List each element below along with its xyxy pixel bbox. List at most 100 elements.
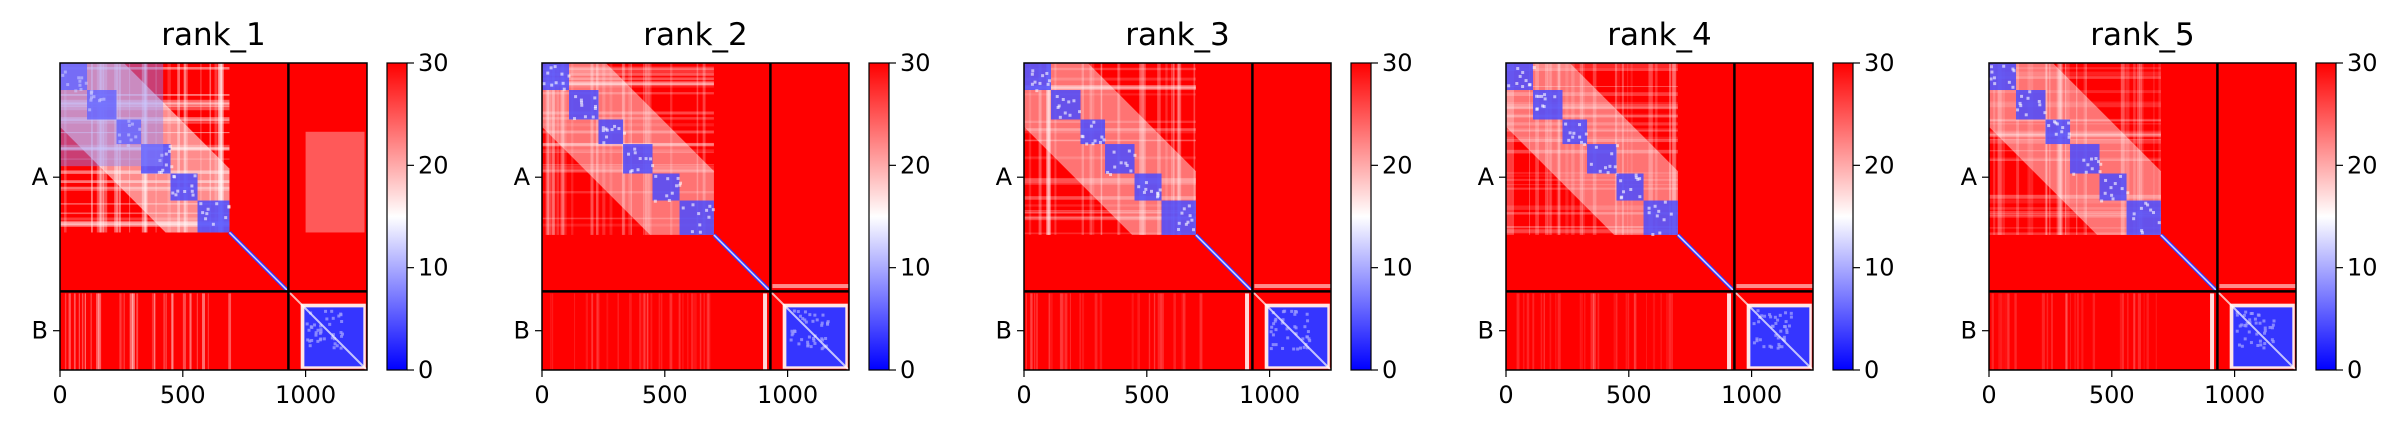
texture-dot [675, 184, 679, 188]
stripe-mark [602, 63, 606, 235]
texture-dot [1100, 135, 1104, 139]
texture-dot [1290, 309, 1294, 313]
texture-dot [77, 76, 81, 80]
texture-dot [1619, 179, 1623, 183]
colorbar-tick-label: 10 [1382, 254, 1413, 282]
texture-dot [1773, 315, 1777, 319]
x-tick-label: 0 [1016, 381, 1031, 409]
stripe-mark [2155, 293, 2157, 370]
texture-dot [2028, 90, 2032, 94]
stripe-mark [1154, 293, 1156, 370]
texture-dot [681, 206, 685, 210]
stripe-mark [1597, 293, 1599, 370]
texture-dot [2020, 94, 2024, 98]
stripe-mark [1989, 71, 2161, 76]
texture-dot [1779, 329, 1783, 333]
texture-dot [1058, 115, 1062, 119]
stripe-mark [1526, 293, 1530, 370]
stripe-mark [2074, 293, 2076, 370]
stripe-mark [629, 293, 632, 370]
texture-dot [605, 135, 609, 139]
texture-dot [164, 163, 168, 167]
stripe-mark [1138, 63, 1142, 235]
stripe-mark [2006, 293, 2008, 370]
texture-dot [2248, 318, 2252, 322]
texture-dot [1770, 324, 1774, 328]
stripe-mark [542, 73, 714, 77]
stripe-mark [2044, 63, 2048, 235]
stripe-mark [1549, 293, 1552, 370]
colorbar-gradient [386, 62, 408, 371]
stripe-mark [542, 111, 714, 115]
texture-dot [553, 65, 557, 69]
texture-dot [84, 81, 88, 85]
stripe-mark [1989, 214, 2161, 218]
stripe-mark [1024, 85, 1196, 90]
stripe-mark [542, 77, 714, 81]
stripe-mark [1506, 106, 1678, 110]
stripe-mark [574, 293, 576, 370]
texture-dot [2235, 329, 2239, 333]
texture-dot [1296, 347, 1300, 351]
texture-dot [1651, 233, 1655, 237]
stripe-mark [1081, 293, 1085, 370]
stripe-mark [1669, 63, 1672, 235]
texture-dot [573, 117, 577, 121]
texture-dot [629, 170, 633, 174]
stripe-mark [1062, 293, 1064, 370]
texture-dot [561, 81, 565, 85]
stripe-mark [2137, 293, 2142, 370]
texture-dot [644, 157, 648, 161]
texture-dot [2113, 182, 2117, 186]
stripe-mark [1627, 63, 1629, 235]
stripe-mark [596, 293, 598, 370]
stripe-mark [2133, 293, 2136, 370]
stripe-mark [1024, 67, 1196, 71]
texture-dot [308, 339, 312, 343]
stripe-mark [2058, 63, 2062, 235]
stripe-mark [547, 63, 551, 235]
stripe-mark [772, 284, 849, 289]
texture-dot [610, 128, 614, 132]
texture-dot [815, 318, 819, 322]
texture-dot [66, 83, 70, 87]
stripe-mark [1176, 63, 1180, 235]
texture-dot [554, 81, 558, 85]
stripe-mark [228, 293, 232, 370]
stripe-mark [1652, 293, 1656, 370]
stripe-mark [2041, 293, 2045, 370]
texture-dot [2243, 337, 2247, 341]
stripe-mark [1506, 101, 1678, 105]
texture-dot [63, 70, 67, 74]
texture-dot [1507, 84, 1511, 88]
texture-dot [1281, 346, 1285, 350]
stripe-mark [1989, 199, 2161, 204]
texture-dot [183, 190, 187, 194]
texture-dot [2090, 157, 2094, 161]
stripe-mark [542, 191, 714, 194]
texture-dot [1989, 77, 1993, 81]
stripe-mark [556, 63, 560, 235]
texture-dot [1080, 134, 1084, 138]
texture-dot [707, 215, 711, 219]
stripe-mark [1506, 212, 1678, 215]
stripe-mark [1511, 63, 1514, 235]
stripe-mark [1024, 139, 1196, 142]
stripe-mark [562, 63, 565, 235]
stripe-mark [658, 293, 660, 370]
texture-dot [1301, 337, 1305, 341]
texture-dot [1782, 335, 1786, 339]
texture-dot [601, 126, 605, 130]
texture-dot [2247, 330, 2251, 334]
domain-block [141, 144, 171, 174]
texture-dot [562, 87, 566, 91]
stripe-mark [1140, 63, 1145, 235]
texture-dot [78, 83, 82, 87]
stripe-mark [1989, 76, 2161, 79]
texture-dot [191, 193, 195, 197]
stripe-mark [1157, 293, 1161, 370]
texture-dot [1272, 322, 1276, 326]
texture-dot [2018, 101, 2022, 105]
stripe-mark [1081, 63, 1085, 235]
colorbar: 0 10 20 30 [1350, 49, 1413, 384]
